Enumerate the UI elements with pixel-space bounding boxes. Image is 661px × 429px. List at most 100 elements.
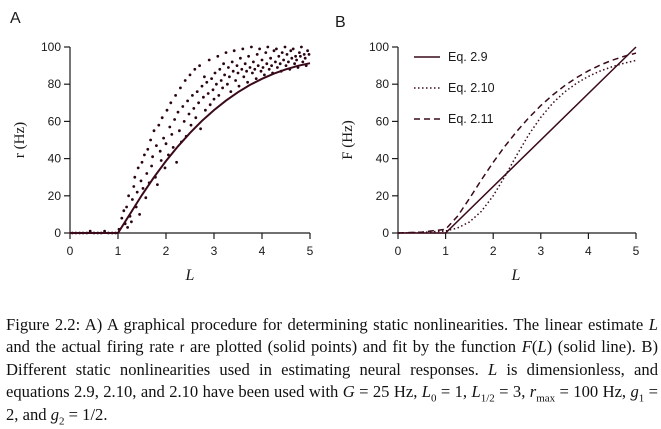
panel-a-data-point — [245, 69, 249, 73]
panel-a-data-point — [291, 47, 295, 51]
panel-a-data-point — [179, 86, 182, 90]
panel-a-data-point — [170, 133, 174, 136]
panel-a-label: A — [10, 10, 21, 27]
panel-a-data-point — [186, 99, 190, 103]
panel-b-y-tick-label: 60 — [376, 114, 390, 128]
legend-label: Eq. 2.9 — [448, 50, 488, 64]
panel-a-data-point — [259, 69, 263, 73]
caption-text: is dimensionless, and equations 2.9, 2.1… — [6, 359, 658, 402]
panel-a-data-point — [159, 159, 163, 162]
panel-b-x-tick-label: 0 — [395, 244, 402, 258]
panel-a-data-point — [251, 71, 254, 75]
caption-var-L0: L — [421, 382, 431, 402]
panel-a-data-point — [221, 86, 225, 90]
panel-a-x-tick-label: 1 — [115, 244, 122, 258]
panel-a-data-point — [206, 92, 210, 95]
panel-a-data-point — [282, 58, 285, 62]
panel-a-data-point — [139, 179, 143, 183]
panel-a-data-point — [130, 220, 133, 224]
panel-a-data-point — [261, 66, 265, 69]
panel-b-legend: Eq. 2.9 Eq. 2.10 Eq. 2.11 — [414, 50, 495, 126]
caption-var-Lhalf: L — [471, 382, 481, 402]
caption-var-rmax: r — [529, 382, 537, 402]
panel-a-data-point — [207, 58, 211, 62]
panel-a-data-point — [216, 54, 220, 58]
panel-a-data-point — [280, 51, 284, 54]
panel-a-data-point — [192, 107, 196, 110]
panel-a-data-point — [226, 82, 229, 86]
panel-a-data-point — [256, 64, 260, 67]
panel-a-data-point — [222, 62, 226, 66]
caption-label: Figure 2.2: — [6, 315, 81, 334]
panel-a-data-point — [88, 229, 92, 233]
panel-a-data-point — [229, 90, 233, 93]
panel-a-data-point — [141, 187, 145, 190]
panel-b-y-label: F (Hz) — [340, 120, 356, 160]
panel-b-y-tick-label: 0 — [382, 226, 389, 240]
panel-a-data-point — [156, 183, 159, 187]
panel-a-data-point — [191, 94, 194, 97]
panel-a-data-point — [200, 84, 204, 88]
panel-a-data-point — [301, 60, 305, 64]
panel-a-x-tick-label: 5 — [307, 244, 314, 258]
panel-a-data-point — [231, 69, 235, 73]
caption-sub: 1/2 — [480, 392, 495, 405]
panel-a-data-point — [203, 75, 206, 79]
caption-text: and the actual firing rate — [6, 337, 180, 357]
panel-a-data-point — [223, 73, 227, 77]
panel-a-data-point — [210, 77, 214, 80]
panel-a-data-point — [157, 123, 161, 127]
caption-sub: max — [536, 392, 556, 405]
panel-b-line-solid — [398, 46, 637, 234]
panel-a-data-point — [299, 54, 302, 58]
panel-b-y-tick-label: 20 — [376, 189, 390, 203]
panel-a-x-tick-label: 2 — [163, 244, 170, 258]
panel-a-data-point — [283, 45, 287, 49]
panel-a-data-point — [187, 112, 191, 116]
panel-a-data-point — [167, 153, 170, 157]
panel-a-data-point — [174, 94, 178, 97]
panel-a-y-tick-label: 100 — [41, 40, 61, 54]
panel-b-y-tick-label: 40 — [376, 152, 390, 166]
panel-a-data-point — [241, 47, 245, 51]
panel-a-data-point — [120, 216, 124, 220]
panel-a-data-point — [234, 79, 238, 82]
panel-a-data-point — [175, 160, 179, 164]
panel-a-data-point — [248, 66, 252, 69]
panel-a-data-point — [198, 64, 202, 67]
panel-a-data-point — [194, 116, 198, 120]
panel-a-data-point — [218, 67, 222, 71]
panel-a-y-tick-label: 60 — [48, 114, 62, 128]
panel-a-data-point — [266, 45, 270, 49]
panel-a-data-point — [253, 67, 257, 71]
panel-a-data-point — [199, 127, 203, 131]
panel-b-y-tick-label: 80 — [376, 77, 390, 91]
panel-a-data-point — [158, 149, 162, 153]
panel-a-y-tick-label: 80 — [48, 77, 62, 91]
panel-a-fit-line — [70, 62, 311, 234]
panel-a-data-point — [122, 209, 126, 213]
panel-a-data-point — [163, 166, 167, 170]
panel-a-data-point — [176, 110, 180, 114]
panel-a-data-point — [149, 138, 153, 142]
panel-a-data-point — [211, 88, 215, 92]
panel-a-x-label: L — [185, 267, 195, 284]
panel-a-data-point — [173, 118, 177, 121]
panel-a-y-label: r (Hz) — [12, 122, 28, 158]
panel-a-data-point — [290, 56, 294, 60]
panel-a-data-point — [284, 64, 288, 67]
panel-a-data-point — [138, 213, 142, 216]
panel-a-y-tick-label: 40 — [48, 152, 62, 166]
panel-a-data-point — [160, 116, 164, 120]
panel-a-data-point — [264, 51, 268, 54]
panel-a-data-point — [275, 47, 278, 51]
figure-caption: Figure 2.2: A) A graphical procedure for… — [6, 314, 658, 426]
panel-a-data-point — [140, 160, 144, 164]
panel-a-data-point — [127, 194, 130, 198]
caption-text: = 3, — [494, 382, 530, 402]
caption-var-F: F — [521, 337, 532, 357]
panel-b-x-label: L — [511, 267, 521, 284]
caption-var-G: G — [342, 382, 355, 402]
panel-a-data-point — [255, 53, 259, 56]
